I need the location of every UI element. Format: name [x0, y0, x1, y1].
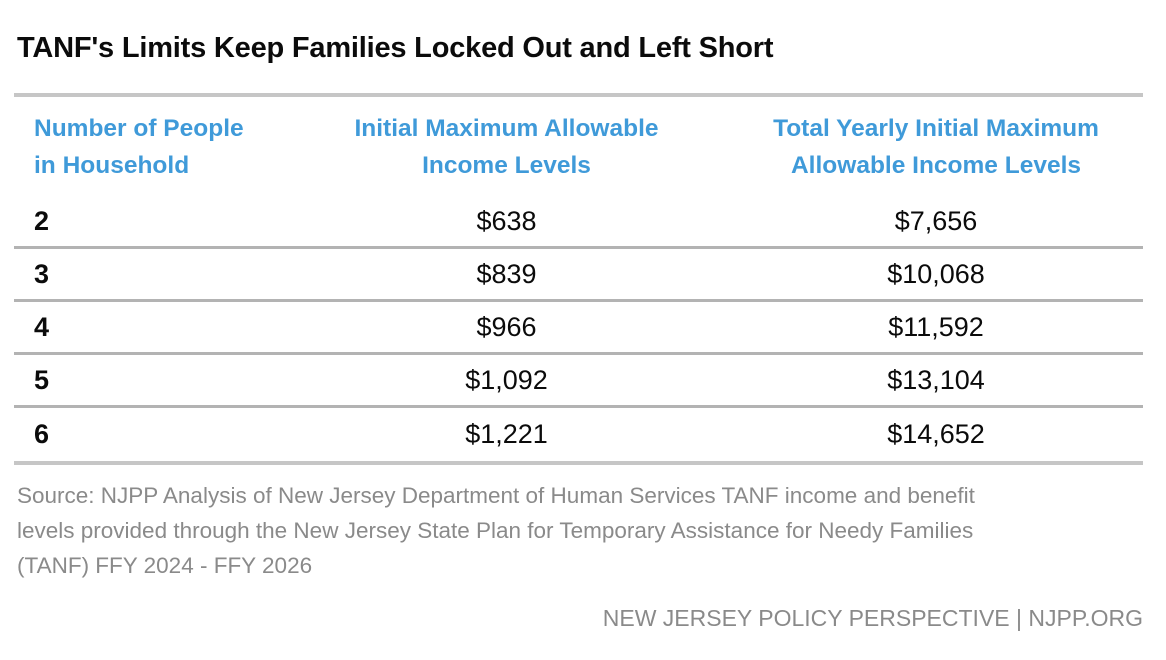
monthly-income-cell: $1,221 [465, 419, 548, 449]
table-row: 4 $966 $11,592 [14, 302, 1143, 355]
page-title: TANF's Limits Keep Families Locked Out a… [17, 32, 774, 64]
source-line: Source: NJPP Analysis of New Jersey Depa… [17, 483, 975, 508]
header-line: Allowable Income Levels [790, 152, 1082, 179]
table-header-row: Number of People in Household Initial Ma… [14, 97, 1143, 196]
table-row: 2 $638 $7,656 [14, 196, 1143, 249]
yearly-income-cell: $7,656 [894, 205, 978, 236]
column-header-monthly-income: Initial Maximum Allowable Income Levels [284, 110, 729, 184]
source-line: levels provided through the New Jersey S… [17, 518, 974, 543]
household-size-cell: 3 [34, 258, 50, 289]
monthly-income-cell: $966 [476, 311, 537, 342]
table-row: 3 $839 $10,068 [14, 249, 1143, 302]
household-size-cell: 5 [34, 364, 50, 395]
tanf-income-limits-table: Number of People in Household Initial Ma… [14, 97, 1143, 461]
source-note: Source: NJPP Analysis of New Jersey Depa… [17, 478, 1143, 583]
monthly-income-cell: $1,092 [465, 364, 548, 395]
header-line: in Household [34, 152, 190, 179]
household-size-cell: 4 [34, 311, 50, 342]
yearly-income-cell: $14,652 [887, 419, 985, 449]
table-row: 6 $1,221 $14,652 [14, 408, 1143, 461]
organization-credit: NEW JERSEY POLICY PERSPECTIVE | NJPP.ORG [602, 605, 1143, 631]
monthly-income-cell: $839 [476, 258, 537, 289]
yearly-income-cell: $11,592 [888, 311, 984, 342]
yearly-income-cell: $10,068 [887, 258, 985, 289]
household-size-cell: 6 [34, 419, 50, 449]
table-row: 5 $1,092 $13,104 [14, 355, 1143, 408]
monthly-income-cell: $638 [476, 205, 537, 236]
household-size-cell: 2 [34, 205, 50, 236]
header-line: Total Yearly Initial Maximum [773, 115, 1099, 142]
header-line: Initial Maximum Allowable [354, 115, 659, 142]
table-bottom-divider [14, 461, 1143, 465]
column-header-yearly-income: Total Yearly Initial Maximum Allowable I… [729, 110, 1143, 184]
column-header-household-size: Number of People in Household [14, 110, 284, 184]
source-line: (TANF) FFY 2024 - FFY 2026 [17, 553, 313, 578]
header-line: Number of People [34, 115, 244, 142]
title-divider [14, 93, 1143, 97]
header-line: Income Levels [422, 152, 591, 179]
yearly-income-cell: $13,104 [887, 364, 985, 395]
